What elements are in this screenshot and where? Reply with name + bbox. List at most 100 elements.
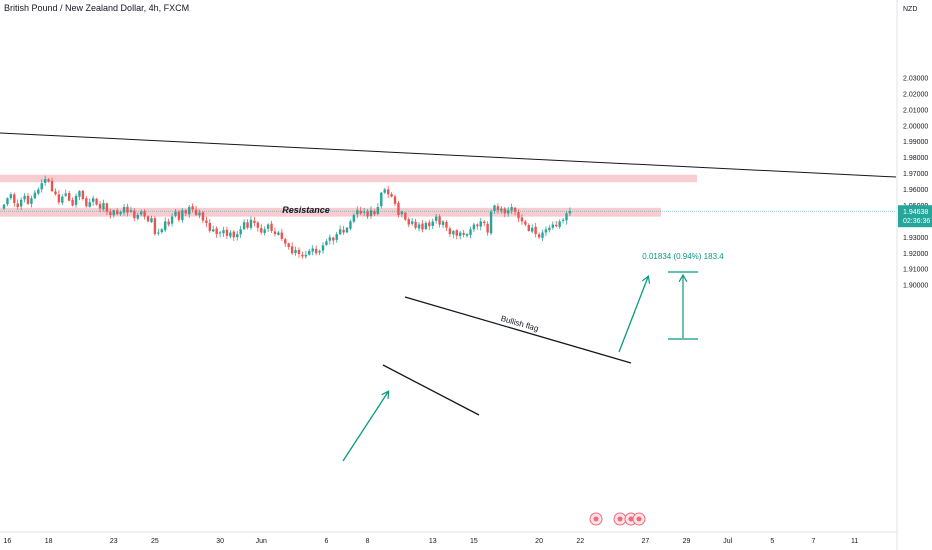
candle[interactable]: [95, 197, 98, 206]
candle[interactable]: [54, 188, 57, 196]
candle[interactable]: [311, 245, 314, 256]
candle[interactable]: [98, 201, 102, 213]
candle[interactable]: [558, 219, 561, 229]
candle[interactable]: [181, 208, 184, 223]
candle[interactable]: [465, 232, 469, 238]
candle[interactable]: [534, 222, 537, 238]
candle[interactable]: [146, 215, 150, 223]
candle[interactable]: [486, 221, 489, 236]
candle[interactable]: [527, 223, 530, 232]
event-marker[interactable]: [613, 512, 627, 526]
candle[interactable]: [400, 210, 404, 218]
candle[interactable]: [177, 209, 181, 223]
candle[interactable]: [215, 226, 218, 238]
candle[interactable]: [2, 203, 6, 211]
candle[interactable]: [260, 224, 263, 235]
candle[interactable]: [397, 200, 400, 218]
candle[interactable]: [314, 245, 318, 256]
candle[interactable]: [352, 213, 356, 223]
candle[interactable]: [404, 211, 407, 221]
candle[interactable]: [500, 206, 503, 214]
candle[interactable]: [568, 207, 572, 217]
candle[interactable]: [342, 225, 345, 235]
candle[interactable]: [376, 203, 380, 216]
candle[interactable]: [263, 226, 266, 236]
candle[interactable]: [548, 225, 551, 233]
candle[interactable]: [294, 246, 297, 256]
candle[interactable]: [242, 219, 246, 230]
candle[interactable]: [33, 190, 37, 200]
candle[interactable]: [356, 206, 359, 219]
candle[interactable]: [493, 204, 496, 214]
candle[interactable]: [414, 218, 417, 230]
candle[interactable]: [37, 187, 40, 196]
candle[interactable]: [256, 220, 260, 232]
candle[interactable]: [551, 221, 554, 230]
candle[interactable]: [26, 193, 30, 205]
candle[interactable]: [229, 230, 232, 239]
candle[interactable]: [266, 223, 270, 233]
candle[interactable]: [102, 199, 105, 212]
candle[interactable]: [304, 250, 308, 259]
candle[interactable]: [335, 231, 338, 243]
candle[interactable]: [57, 190, 61, 205]
candle[interactable]: [160, 227, 163, 234]
candle[interactable]: [47, 177, 50, 183]
candle[interactable]: [129, 206, 133, 213]
candle[interactable]: [191, 203, 194, 213]
candle[interactable]: [338, 225, 342, 236]
candle[interactable]: [441, 220, 445, 229]
candle[interactable]: [452, 230, 455, 239]
candle[interactable]: [88, 198, 91, 208]
candle[interactable]: [136, 212, 139, 221]
candle[interactable]: [345, 227, 349, 234]
candle[interactable]: [458, 230, 462, 240]
candle[interactable]: [23, 193, 26, 203]
candle[interactable]: [43, 175, 47, 186]
candle[interactable]: [483, 220, 486, 227]
candle[interactable]: [434, 213, 438, 224]
candle[interactable]: [150, 215, 153, 224]
candle[interactable]: [507, 207, 510, 217]
candle[interactable]: [119, 210, 122, 217]
candle[interactable]: [359, 206, 362, 216]
candle[interactable]: [232, 229, 236, 241]
candle[interactable]: [85, 196, 88, 208]
candle[interactable]: [222, 226, 225, 237]
candle[interactable]: [332, 236, 335, 245]
candle[interactable]: [157, 228, 160, 236]
candle[interactable]: [455, 229, 458, 240]
candle[interactable]: [249, 216, 253, 231]
candle[interactable]: [544, 226, 548, 236]
candle[interactable]: [218, 230, 222, 238]
candle[interactable]: [105, 202, 109, 216]
candle[interactable]: [373, 209, 376, 217]
candle[interactable]: [290, 242, 294, 256]
candle[interactable]: [246, 219, 249, 230]
candle[interactable]: [421, 220, 424, 233]
candle[interactable]: [184, 209, 187, 217]
candle[interactable]: [541, 229, 544, 242]
candle[interactable]: [383, 187, 386, 195]
candle[interactable]: [503, 207, 506, 218]
candle[interactable]: [170, 213, 174, 227]
candle[interactable]: [297, 247, 301, 258]
candle[interactable]: [91, 195, 95, 206]
candle[interactable]: [428, 219, 431, 230]
candle[interactable]: [555, 221, 558, 228]
candle[interactable]: [112, 209, 115, 218]
candle[interactable]: [30, 195, 33, 208]
candle[interactable]: [565, 211, 568, 225]
candle[interactable]: [61, 194, 64, 205]
candle[interactable]: [273, 227, 277, 237]
candle[interactable]: [462, 229, 465, 238]
candle[interactable]: [287, 242, 290, 250]
candle[interactable]: [366, 208, 369, 219]
candle[interactable]: [390, 192, 393, 198]
candle[interactable]: [517, 209, 520, 223]
candle[interactable]: [489, 209, 493, 236]
candle[interactable]: [424, 221, 428, 230]
candle[interactable]: [40, 179, 43, 193]
candle[interactable]: [205, 216, 208, 228]
